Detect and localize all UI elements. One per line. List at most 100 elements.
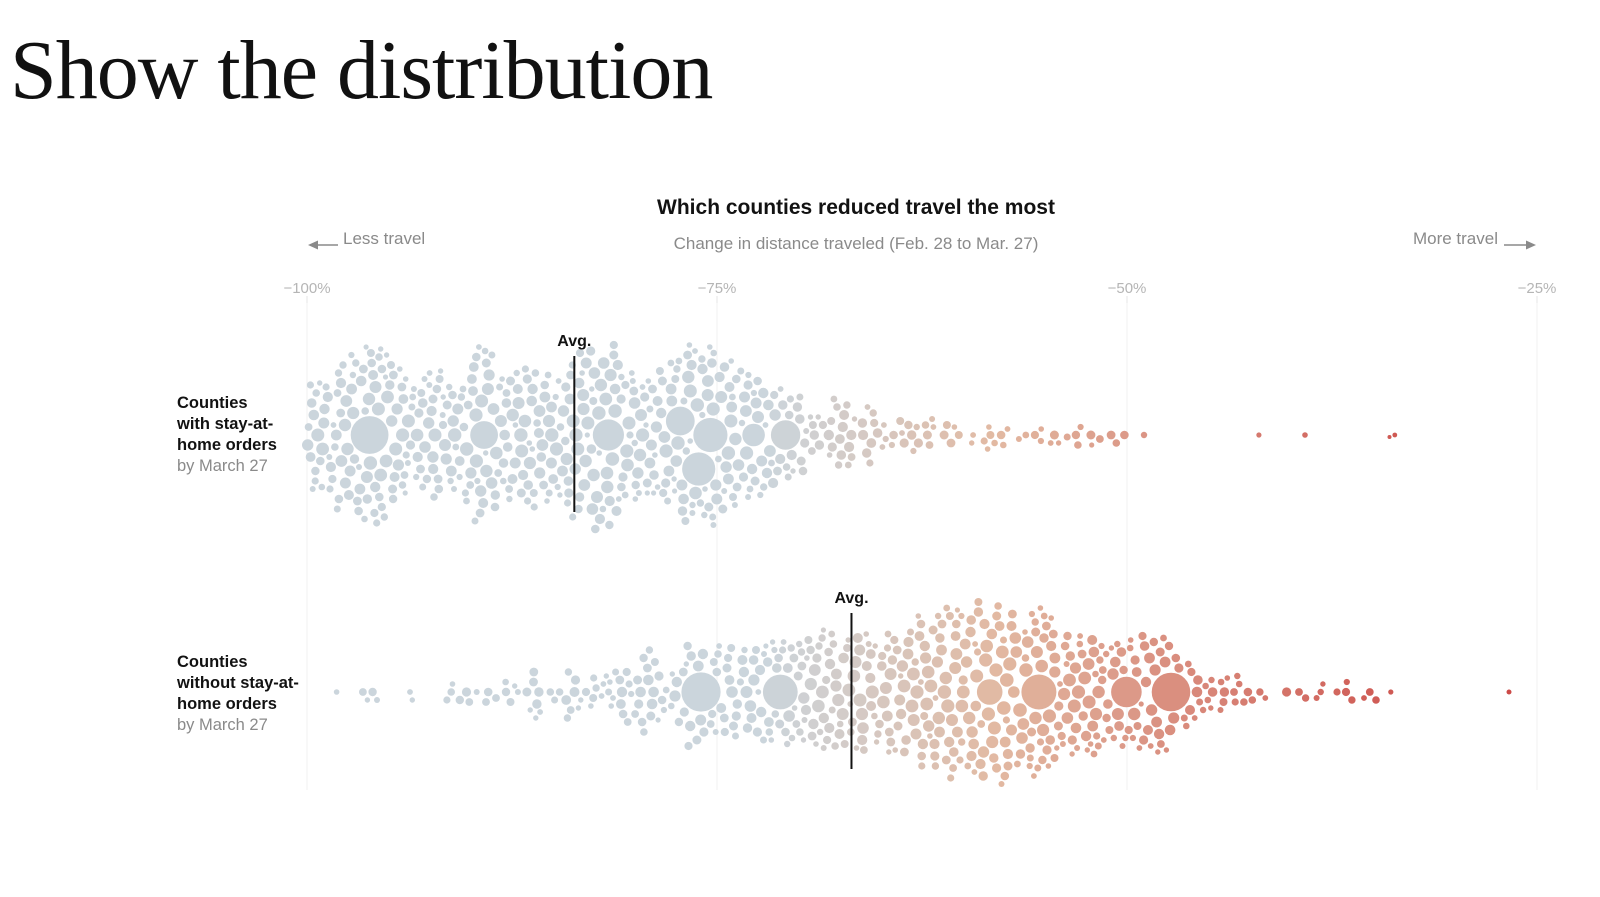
county-bubble [578,697,584,703]
group-label-without-orders-sub: by March 27 [177,716,268,734]
county-bubble [1042,709,1056,723]
county-bubble [522,687,532,697]
county-bubble [671,436,685,450]
county-bubble [1168,712,1180,724]
county-bubble [941,699,955,713]
county-bubble [618,373,625,381]
county-bubble [746,713,757,723]
county-bubble [442,400,452,410]
county-bubble [407,689,413,695]
county-bubble [501,687,511,697]
county-bubble [615,496,622,502]
county-bubble [689,501,696,509]
county-bubble [416,464,425,474]
county-bubble [706,402,720,416]
county-bubble [603,673,609,679]
county-bubble [678,493,689,505]
county-bubble [1256,432,1262,438]
county-bubble [843,644,852,652]
county-bubble [604,495,615,507]
county-bubble [1248,696,1257,704]
county-bubble [1174,663,1184,673]
county-bubble [683,350,692,360]
county-bubble [589,397,598,405]
county-bubble [1235,680,1243,688]
county-bubble [1155,647,1165,657]
county-bubble [1029,711,1042,725]
x-tick-label: −50% [1108,280,1147,297]
county-bubble [1039,633,1049,643]
county-bubble [836,450,847,460]
county-bubble [655,367,664,375]
county-bubble [884,668,897,680]
county-bubble [659,488,668,498]
county-bubble [900,747,909,757]
county-bubble [834,461,843,469]
county-bubble [689,486,702,500]
county-bubble [1348,696,1356,704]
county-bubble [893,721,903,731]
county-bubble [979,618,990,630]
county-bubble [588,367,601,379]
county-bubble [338,418,352,432]
county-bubble [824,722,835,734]
county-bubble [330,422,337,428]
county-bubble [952,619,961,629]
county-bubble [723,473,734,485]
county-bubble [318,417,330,429]
county-bubble [1116,647,1127,657]
county-bubble [704,502,714,512]
county-bubble [935,633,945,643]
county-bubble [1037,723,1050,737]
county-bubble [1003,657,1017,671]
county-bubble [322,383,330,391]
county-bubble [481,347,489,355]
county-bubble [607,679,613,685]
county-bubble [901,735,911,745]
county-bubble [518,469,529,481]
county-bubble [974,648,982,656]
county-bubble [949,662,962,674]
county-bubble [362,392,376,406]
county-bubble [1387,435,1392,439]
county-bubble [745,371,752,379]
county-bubble [881,422,887,428]
county-bubble [896,417,905,425]
county-bubble [387,361,395,369]
county-bubble [818,420,828,430]
county-bubble [680,397,688,405]
county-bubble [934,726,945,738]
county-bubble [956,685,970,699]
average-label: Avg. [557,333,591,350]
county-bubble [731,711,741,721]
county-bubble [994,621,1005,631]
county-bubble [599,505,607,513]
county-bubble [1030,430,1039,440]
county-bubble [437,368,444,374]
county-bubble [561,436,570,446]
county-bubble [986,735,999,749]
county-bubble [1144,652,1155,664]
county-bubble [921,421,930,429]
county-bubble [963,711,976,725]
county-bubble [1071,430,1081,440]
county-bubble [598,693,605,699]
county-bubble [592,406,606,420]
group-label-without-orders-line-3: home orders [177,695,277,713]
county-bubble [1143,725,1153,735]
county-bubble [404,460,411,466]
county-bubble [944,736,955,748]
county-bubble [636,428,650,442]
county-bubble [928,625,938,635]
county-bubble [452,443,460,451]
county-bubble [1127,637,1134,643]
county-bubble [571,442,585,456]
county-bubble [589,694,598,702]
county-bubble [939,671,952,685]
county-bubble [1060,641,1070,651]
county-bubble [333,689,340,695]
county-bubble [674,717,684,727]
county-bubble [969,440,975,446]
county-bubble [448,428,462,442]
county-bubble [844,461,852,469]
